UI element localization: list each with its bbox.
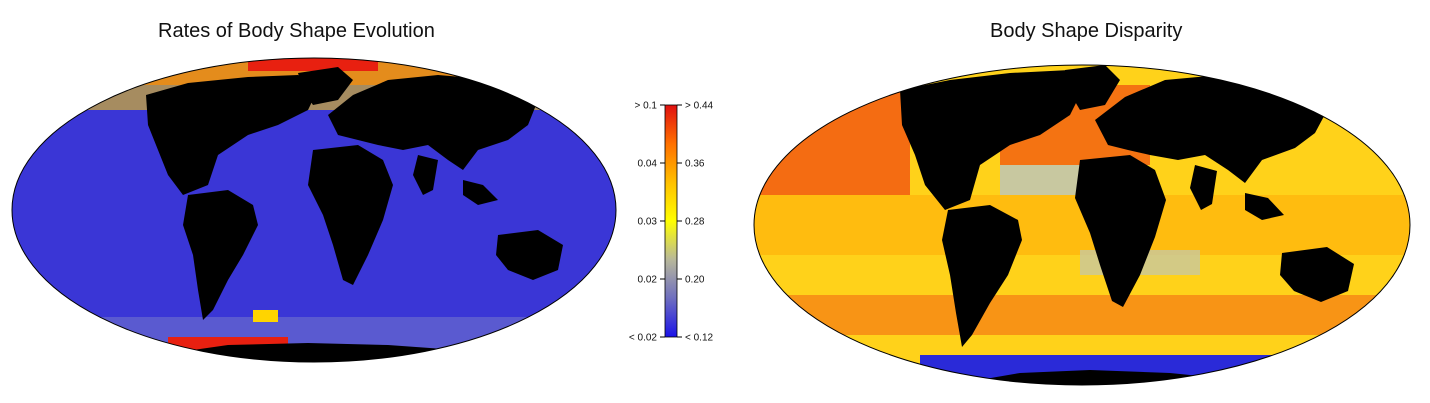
eurasia [1095, 75, 1330, 183]
color-scale-legend: > 0.1 > 0.44 0.04 0.36 0.03 0.28 0.02 0.20 < 0.0… [629, 101, 714, 344]
legend-rate-label: 0.02 [638, 275, 658, 286]
eurasia [328, 75, 538, 170]
africa [308, 145, 393, 285]
legend-color-bar [665, 105, 677, 337]
greenland [1065, 65, 1120, 110]
australia [496, 230, 563, 280]
south-america [942, 205, 1022, 347]
southern-ocean-band [754, 295, 1410, 335]
rates-map-title: Rates of Body Shape Evolution [158, 20, 435, 42]
antarctica [930, 370, 1270, 385]
north-america [900, 70, 1085, 210]
antarctic-peninsula-zone [253, 310, 278, 322]
legend-bar-outline [664, 104, 678, 338]
north-america [146, 75, 320, 195]
south-america [183, 190, 258, 320]
greenland [298, 67, 353, 105]
southeast-asia [1245, 193, 1284, 220]
legend-rate-label: 0.03 [638, 217, 658, 228]
legend-disparity-label: > 0.44 [685, 101, 714, 112]
legend-disparity-label: 0.36 [685, 159, 705, 170]
india [1190, 165, 1217, 210]
atlantic-grey-zone [1000, 165, 1090, 195]
india [413, 155, 438, 195]
disparity-world-map [753, 64, 1411, 386]
arctic-peak-rate-zone [248, 58, 378, 71]
north-pacific-high-disparity [754, 85, 910, 195]
rates-world-map [11, 57, 617, 363]
legend-rate-label: > 0.1 [634, 101, 657, 112]
legend-disparity-label: < 0.12 [685, 333, 714, 344]
australia [1280, 247, 1354, 302]
disparity-map-title: Body Shape Disparity [990, 20, 1183, 42]
legend-disparity-label: 0.28 [685, 217, 705, 228]
legend-rate-label: < 0.02 [629, 333, 658, 344]
legend-rate-label: 0.04 [638, 159, 658, 170]
africa [1075, 155, 1166, 307]
legend-disparity-label: 0.20 [685, 275, 705, 286]
southeast-asia [463, 180, 498, 205]
